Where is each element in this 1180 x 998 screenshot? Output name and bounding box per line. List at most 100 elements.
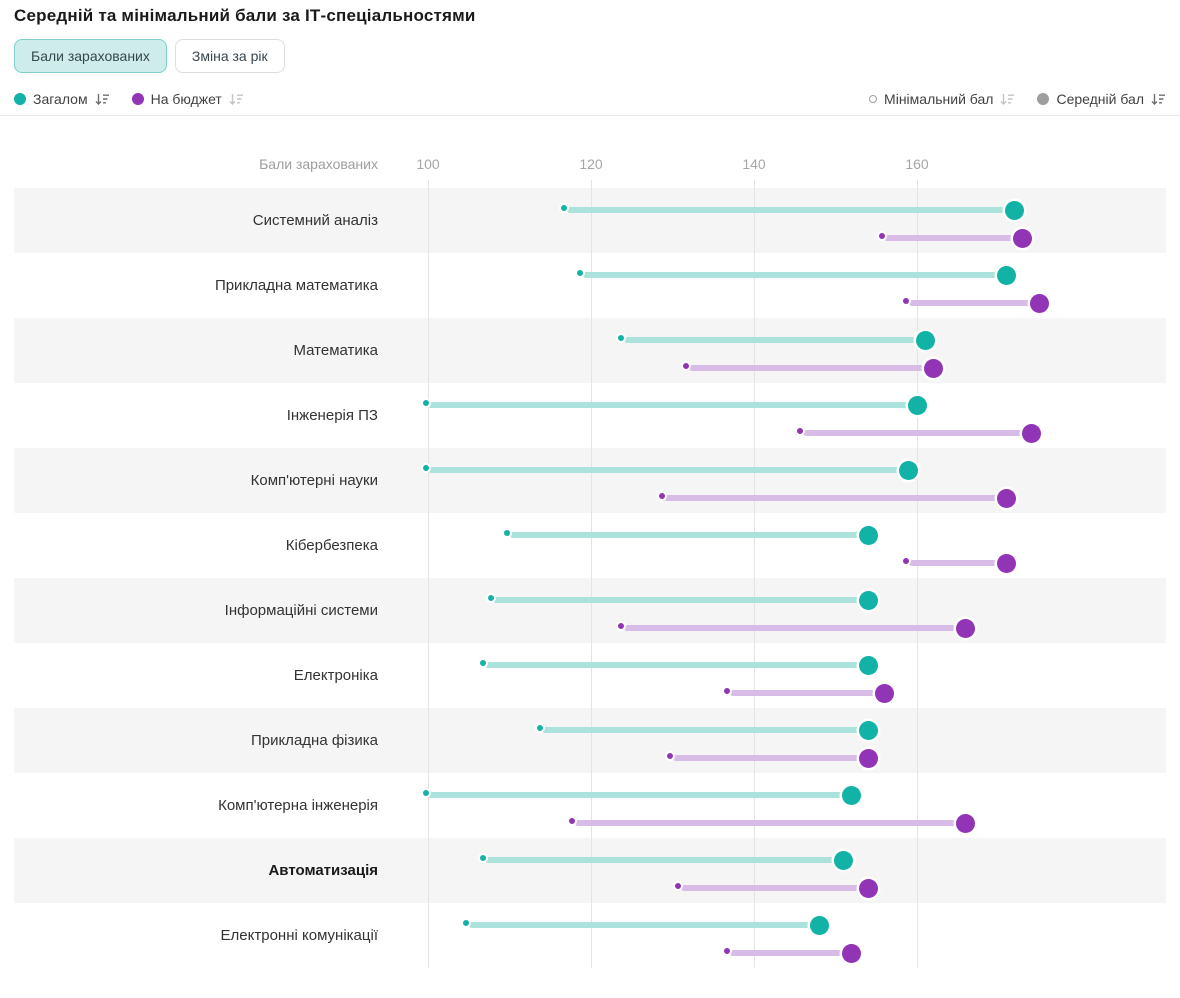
min-score-dot[interactable]: [569, 817, 576, 824]
table-row: Електроніка: [14, 643, 1166, 708]
lollipop-line: [493, 597, 869, 603]
legend-total-label: Загалом: [33, 91, 88, 107]
lollipop-line: [485, 662, 869, 668]
min-score-dot[interactable]: [422, 464, 429, 471]
legend-item-avg-score[interactable]: Середній бал: [1037, 91, 1166, 107]
min-score-dot[interactable]: [479, 854, 486, 861]
avg-score-dot[interactable]: [858, 748, 878, 768]
min-score-dot[interactable]: [618, 334, 625, 341]
category-label: Комп'ютерна інженерія: [218, 797, 378, 814]
sort-icon[interactable]: [229, 93, 244, 106]
lollipop-line: [802, 430, 1032, 436]
min-score-dot[interactable]: [724, 687, 731, 694]
sort-icon[interactable]: [1151, 93, 1166, 106]
tab-year-change[interactable]: Зміна за рік: [174, 39, 285, 73]
lollipop-line: [566, 207, 1015, 213]
category-label: Електроніка: [293, 667, 378, 684]
lollipop-line: [664, 495, 1007, 501]
avg-score-dot[interactable]: [997, 265, 1017, 285]
avg-score-dot[interactable]: [997, 553, 1017, 573]
avg-score-dot[interactable]: [956, 813, 976, 833]
page: Середній та мінімальний бали за ІТ-спеці…: [0, 6, 1180, 968]
avg-score-dot[interactable]: [858, 590, 878, 610]
table-row: Інженерія ПЗ: [14, 383, 1166, 448]
avg-score-dot[interactable]: [834, 850, 854, 870]
axis-tick-label: 140: [742, 156, 766, 172]
avg-score-dot[interactable]: [923, 358, 943, 378]
min-score-dot[interactable]: [487, 594, 494, 601]
category-label: Електронні комунікації: [220, 927, 378, 944]
total-series-dot-icon: [14, 93, 26, 105]
min-score-dot[interactable]: [797, 427, 804, 434]
min-score-dot[interactable]: [577, 269, 584, 276]
legend-item-total[interactable]: Загалом: [14, 91, 110, 107]
avg-score-dot[interactable]: [874, 683, 894, 703]
avg-score-dot[interactable]: [1013, 228, 1033, 248]
avg-score-dot[interactable]: [809, 915, 829, 935]
legend-min-label: Мінімальний бал: [884, 91, 994, 107]
min-score-dot[interactable]: [658, 492, 665, 499]
table-row: Прикладна математика: [14, 253, 1166, 318]
lollipop-line: [672, 755, 869, 761]
avg-score-dot[interactable]: [1021, 423, 1041, 443]
sort-icon[interactable]: [1000, 93, 1015, 106]
avg-score-dot[interactable]: [956, 618, 976, 638]
lollipop-line: [623, 625, 966, 631]
table-row: Системний аналіз: [14, 188, 1166, 253]
avg-score-dot[interactable]: [858, 525, 878, 545]
table-row: Автоматизація: [14, 838, 1166, 903]
axis-row: Бали зарахованих 100 120 140 160: [0, 148, 1180, 188]
legend-markers: Мінімальний бал Середній бал: [869, 91, 1166, 107]
legend-item-budget[interactable]: На бюджет: [131, 91, 244, 107]
avg-score-dot[interactable]: [997, 488, 1017, 508]
axis-tick-label: 160: [905, 156, 929, 172]
sort-icon[interactable]: [95, 93, 110, 106]
axis-tick-label: 120: [579, 156, 603, 172]
avg-score-dot[interactable]: [858, 655, 878, 675]
avg-score-dot[interactable]: [915, 330, 935, 350]
table-row: Математика: [14, 318, 1166, 383]
min-score-dot[interactable]: [724, 947, 731, 954]
avg-score-dot[interactable]: [842, 785, 862, 805]
avg-score-dot[interactable]: [858, 720, 878, 740]
lollipop-line: [582, 272, 1007, 278]
legend-budget-label: На бюджет: [150, 91, 222, 107]
min-score-dot[interactable]: [903, 297, 910, 304]
min-score-dot[interactable]: [667, 752, 673, 759]
lollipop-line: [428, 402, 917, 408]
min-score-dot[interactable]: [561, 204, 568, 211]
legend-item-min-score[interactable]: Мінімальний бал: [869, 91, 1015, 107]
tab-enrollee-scores[interactable]: Бали зарахованих: [14, 39, 167, 73]
min-score-dot[interactable]: [683, 362, 690, 369]
table-row: Інформаційні системи: [14, 578, 1166, 643]
table-row: Кібербезпека: [14, 513, 1166, 578]
min-score-dot[interactable]: [878, 232, 885, 239]
avg-score-dot[interactable]: [899, 460, 919, 480]
avg-score-dot-icon: [1037, 93, 1050, 105]
min-score-dot[interactable]: [675, 882, 682, 889]
avg-score-dot[interactable]: [907, 395, 927, 415]
min-score-dot[interactable]: [463, 919, 470, 926]
category-label: Автоматизація: [268, 862, 378, 879]
chart-rows: Системний аналіз Прикладна математика Мате…: [14, 188, 1166, 968]
lollipop-chart: Бали зарахованих 100 120 140 160 Системний …: [0, 148, 1180, 968]
lollipop-line: [729, 950, 852, 956]
category-label: Прикладна фізика: [250, 732, 378, 749]
min-score-dot[interactable]: [618, 622, 625, 629]
view-tabs: Бали зарахованих Зміна за рік: [14, 39, 1180, 73]
min-score-ring-icon: [869, 95, 878, 103]
min-score-dot[interactable]: [422, 399, 429, 406]
avg-score-dot[interactable]: [842, 943, 862, 963]
category-label: Інженерія ПЗ: [286, 407, 378, 424]
min-score-dot[interactable]: [903, 557, 910, 564]
min-score-dot[interactable]: [479, 659, 486, 666]
avg-score-dot[interactable]: [858, 878, 878, 898]
min-score-dot[interactable]: [504, 529, 510, 536]
budget-series-dot-icon: [131, 93, 144, 105]
min-score-dot[interactable]: [422, 789, 429, 796]
lollipop-line: [509, 532, 869, 538]
table-row: Прикладна фізика: [14, 708, 1166, 773]
avg-score-dot[interactable]: [1029, 293, 1049, 313]
min-score-dot[interactable]: [536, 724, 543, 731]
avg-score-dot[interactable]: [1005, 200, 1025, 220]
